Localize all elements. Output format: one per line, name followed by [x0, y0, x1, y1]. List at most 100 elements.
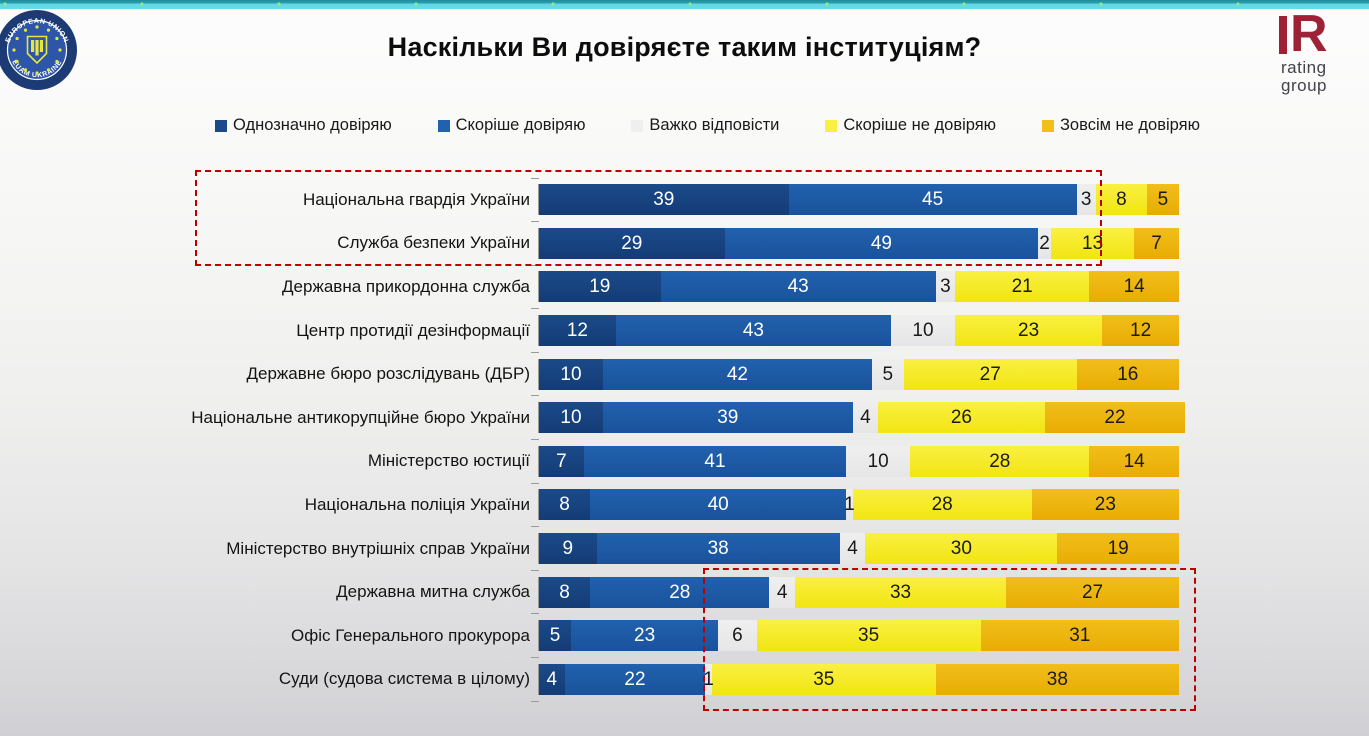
bar-value: 35 — [813, 668, 835, 690]
legend-item: Скоріше не довіряю — [825, 116, 996, 135]
bar-value: 35 — [858, 625, 880, 647]
bar-value: 10 — [867, 450, 889, 472]
bar-value: 4 — [860, 407, 871, 429]
chart-row: Центр протидії дезінформації 12 43 10 23 12 — [0, 308, 1369, 353]
bar-segment: 41 — [583, 445, 847, 477]
bar-value: 27 — [979, 363, 1001, 385]
bar-segment: 4 — [769, 576, 795, 608]
bar-value: 28 — [931, 494, 953, 516]
chart-row: Національна гвардія України 39 45 3 8 5 — [0, 177, 1369, 222]
bar-segment: 49 — [724, 227, 1039, 259]
chart-row: Суди (судова система в цілому) 4 22 1 35 38 — [0, 657, 1369, 702]
bar-segment: 43 — [660, 271, 936, 303]
legend-item: Зовсім не довіряю — [1041, 116, 1200, 135]
bar-value: 39 — [717, 407, 739, 429]
bar-value: 28 — [989, 450, 1011, 472]
bar-value: 28 — [669, 581, 691, 603]
bar-segment: 10 — [539, 402, 603, 434]
chart-row: Національне антикорупційне бюро України 1… — [0, 395, 1369, 440]
category-label: Державна прикордонна служба — [282, 276, 530, 296]
bar-segment: 30 — [865, 533, 1058, 565]
bar-segment: 28 — [852, 489, 1032, 521]
bar-segment: 40 — [590, 489, 847, 521]
chart-rows: Національна гвардія України 39 45 3 8 5 Служба… — [0, 177, 1369, 702]
bar-value: 3 — [1080, 189, 1092, 211]
bar-stack: 8 40 1 28 23 — [538, 489, 1179, 521]
bar-segment: 35 — [756, 620, 981, 652]
bar-stack: 10 39 4 26 22 — [538, 402, 1186, 434]
bar-value: 31 — [1069, 625, 1091, 647]
bar-stack: 19 43 3 21 14 — [538, 271, 1179, 303]
bar-stack: 39 45 3 8 5 — [538, 184, 1179, 216]
bar-stack: 9 38 4 30 19 — [538, 533, 1179, 565]
rating-logo-line2: group — [1281, 76, 1327, 96]
category-label: Офіс Генерального прокурора — [291, 625, 530, 645]
bar-segment: 10 — [539, 358, 603, 390]
rating-logo-letter: R — [1290, 5, 1328, 63]
bar-segment: 1 — [844, 489, 855, 521]
bar-stack: 7 41 10 28 14 — [538, 445, 1179, 477]
bar-segment: 5 — [1146, 184, 1179, 216]
legend-label: Зовсім не довіряю — [1059, 116, 1200, 134]
bar-segment: 28 — [910, 445, 1090, 477]
bar-segment: 26 — [878, 402, 1045, 434]
bar-value: 4 — [546, 668, 558, 690]
rating-group-logo: R rating group — [1267, 5, 1353, 96]
bar-segment: 4 — [539, 663, 565, 695]
bar-value: 19 — [1107, 538, 1129, 560]
bar-segment: 29 — [539, 227, 725, 259]
bar-segment: 13 — [1050, 227, 1135, 259]
bar-value: 29 — [621, 232, 643, 254]
bar-value: 43 — [787, 276, 809, 298]
bar-value: 22 — [624, 668, 646, 690]
bar-segment: 33 — [794, 576, 1007, 608]
chart-row: Національна поліція України 8 40 1 28 23 — [0, 482, 1369, 527]
bar-segment: 31 — [980, 620, 1179, 652]
bar-value: 30 — [950, 538, 972, 560]
chart-row: Міністерство внутрішніх справ України 9 38… — [0, 526, 1369, 571]
bar-value: 14 — [1123, 276, 1145, 298]
bar-value: 3 — [940, 276, 951, 298]
legend-label: Важко відповісти — [649, 116, 780, 134]
bar-segment: 39 — [539, 184, 789, 216]
legend-swatch-icon — [631, 119, 644, 132]
bar-segment: 10 — [890, 315, 955, 347]
bar-segment: 35 — [711, 663, 936, 695]
bar-stack: 10 42 5 27 16 — [538, 358, 1179, 390]
bar-value: 4 — [847, 538, 858, 560]
bar-segment: 8 — [539, 489, 591, 521]
bar-segment: 19 — [1057, 533, 1179, 565]
bar-value: 1 — [703, 668, 714, 690]
bar-value: 5 — [1157, 189, 1169, 211]
bar-value: 13 — [1082, 232, 1104, 254]
video-top-strip — [0, 0, 1369, 9]
bar-value: 40 — [707, 494, 729, 516]
bar-segment: 10 — [846, 445, 911, 477]
rating-group-r-icon: R — [1279, 5, 1353, 63]
bar-value: 38 — [707, 538, 729, 560]
bar-segment: 5 — [539, 620, 571, 652]
bar-value: 41 — [704, 450, 726, 472]
category-label: Державне бюро розслідувань (ДБР) — [246, 364, 531, 384]
bar-value: 23 — [634, 625, 656, 647]
bar-segment: 12 — [1102, 315, 1179, 347]
bar-chart: Національна гвардія України 39 45 3 8 5 Служба… — [0, 177, 1369, 702]
bar-segment: 3 — [1076, 184, 1096, 216]
bar-value: 5 — [549, 625, 561, 647]
euam-logo-shield-icon — [26, 35, 48, 65]
legend-swatch-icon — [1041, 119, 1054, 132]
legend-item: Важко відповісти — [631, 116, 779, 135]
bar-segment: 4 — [839, 533, 866, 565]
category-label: Національна гвардія України — [302, 189, 530, 209]
bar-segment: 27 — [1006, 576, 1179, 608]
chart-row: Міністерство юстиції 7 41 10 28 14 — [0, 439, 1369, 484]
bar-segment: 22 — [564, 663, 706, 695]
bar-segment: 6 — [718, 620, 757, 652]
bar-segment: 27 — [903, 358, 1077, 390]
bar-segment: 7 — [1134, 227, 1179, 259]
bar-segment: 23 — [1031, 489, 1179, 521]
bar-value: 43 — [742, 320, 764, 342]
bar-value: 10 — [912, 320, 934, 342]
bar-value: 23 — [1018, 320, 1040, 342]
category-label: Міністерство внутрішніх справ України — [226, 538, 530, 558]
